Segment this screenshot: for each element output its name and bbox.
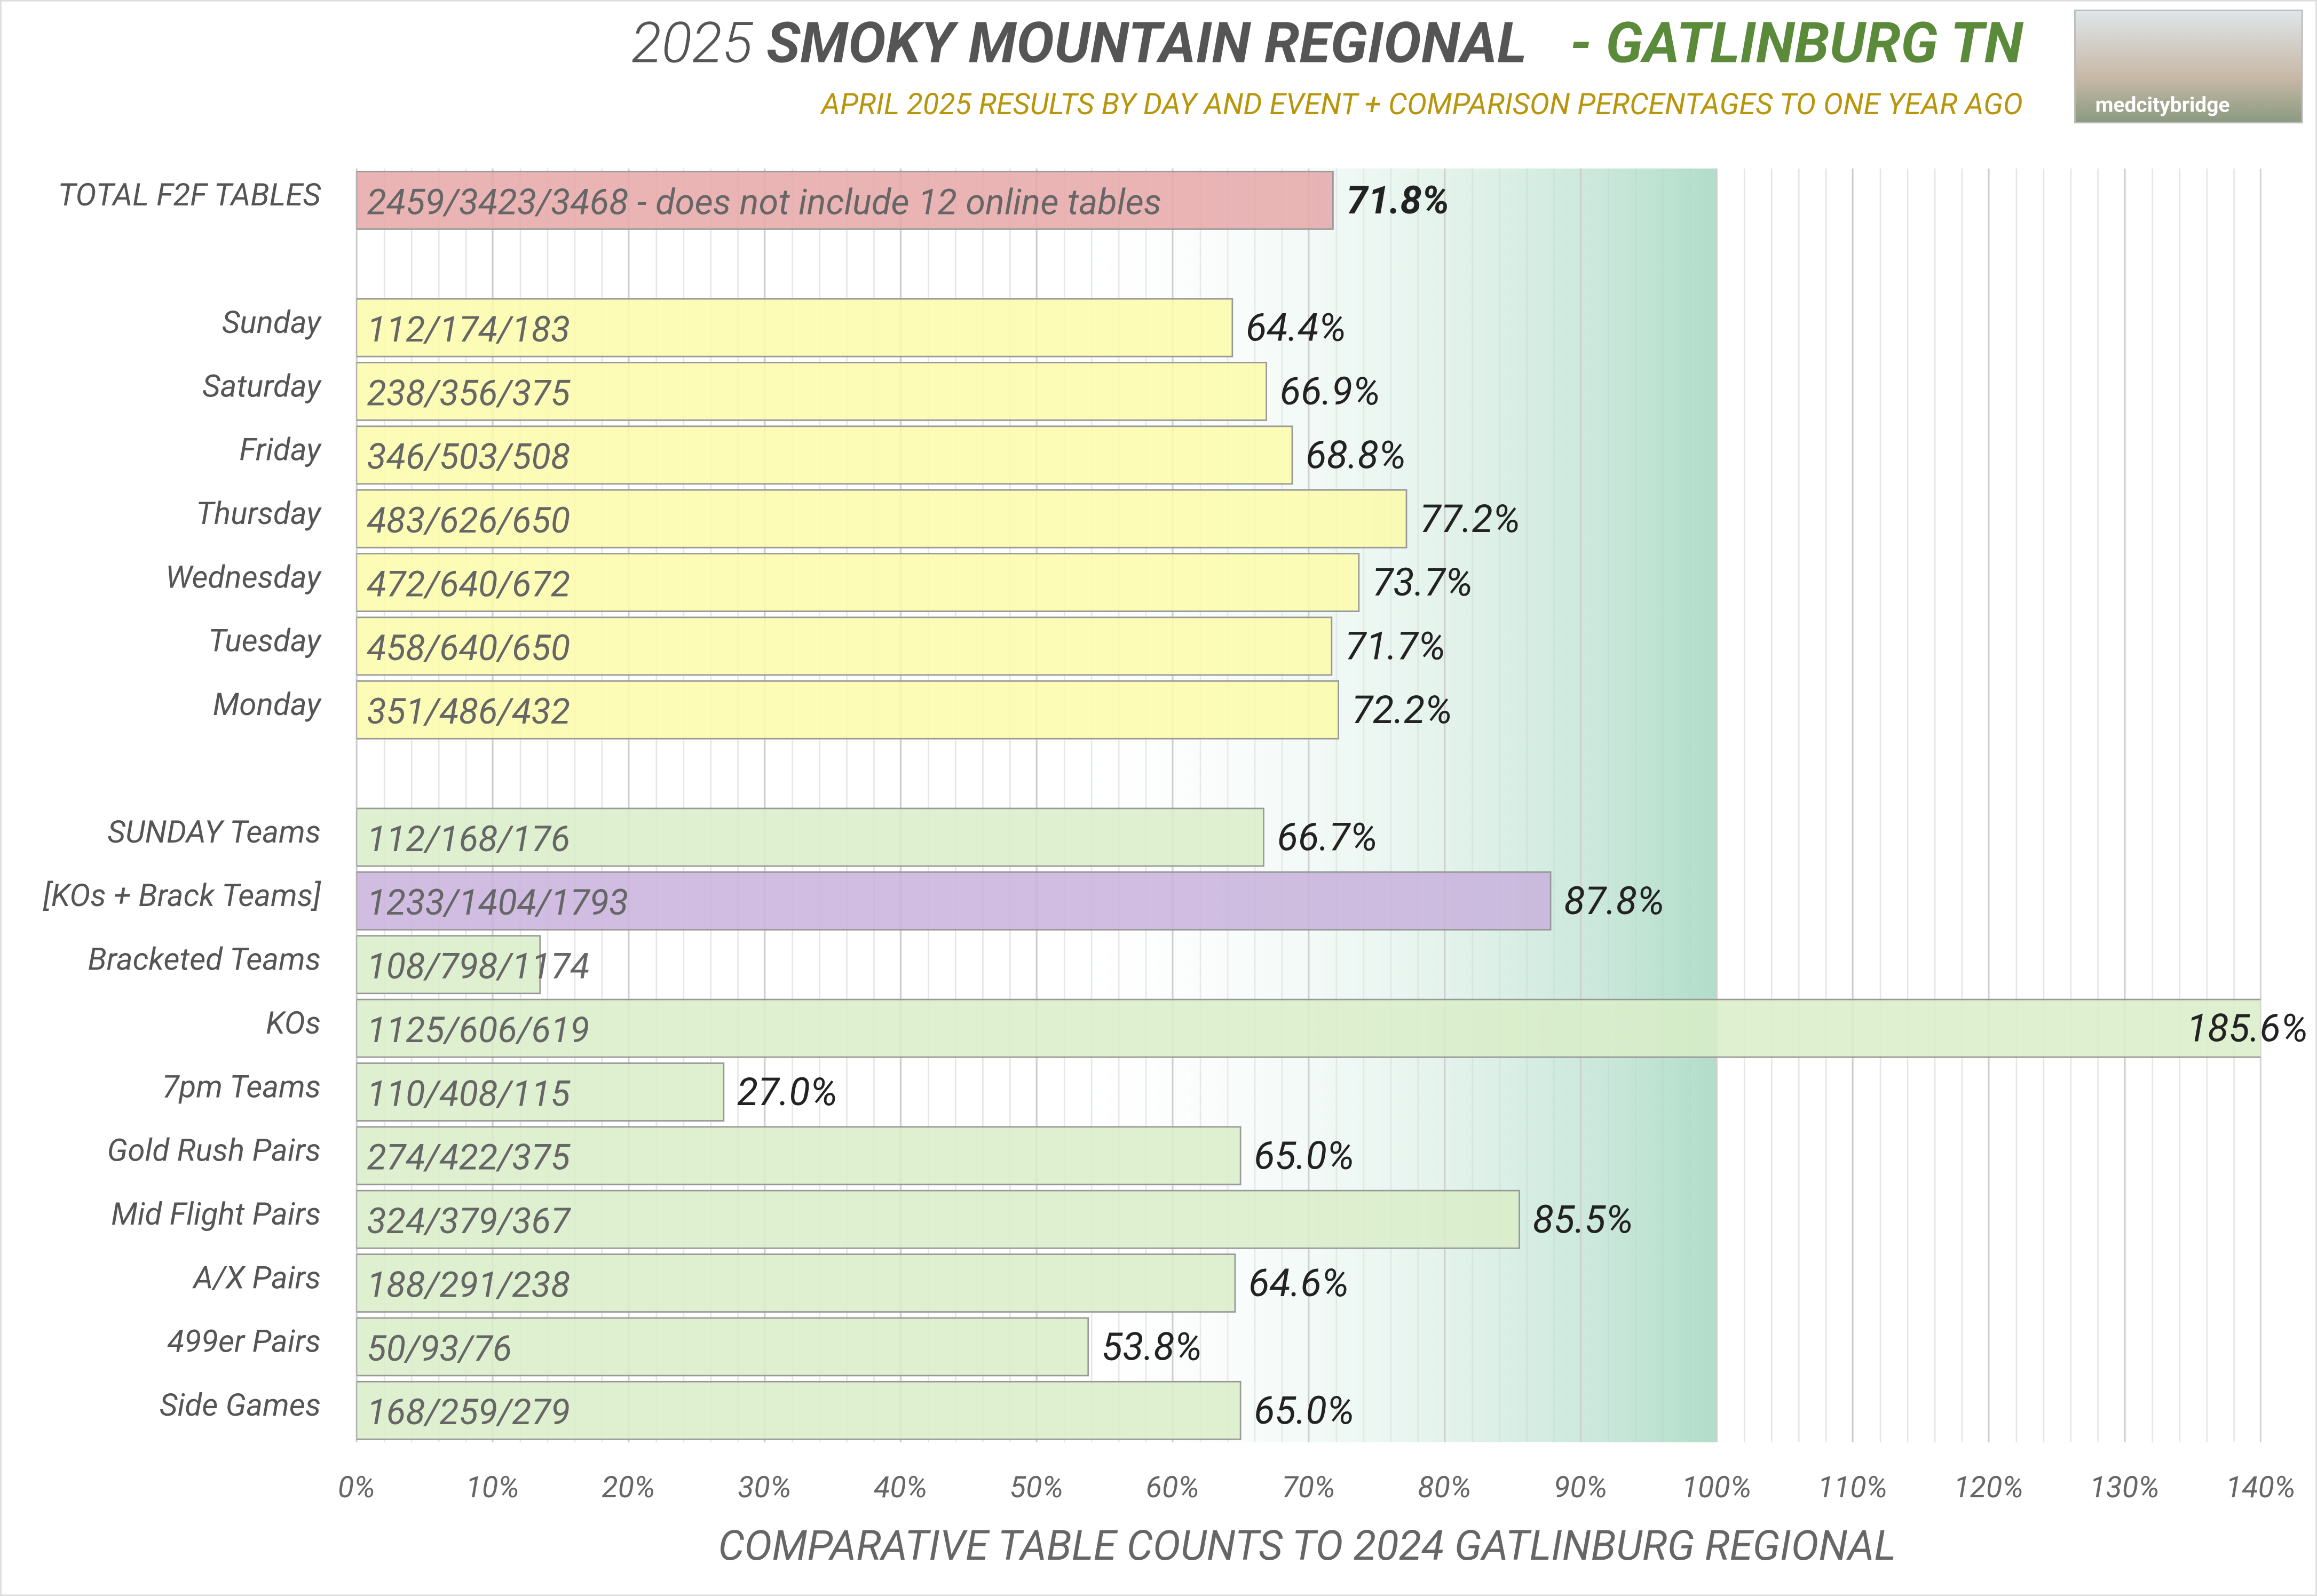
y-tick-label: Sunday bbox=[222, 305, 322, 341]
value-label: 87.8% bbox=[1564, 878, 1664, 924]
bar bbox=[356, 1253, 1236, 1313]
y-tick-label: Monday bbox=[213, 687, 322, 723]
bar bbox=[356, 1317, 1089, 1377]
x-tick-label: 10% bbox=[466, 1470, 519, 1505]
target-band bbox=[1039, 168, 1717, 1442]
bar-label: 112/168/176 bbox=[367, 819, 570, 860]
bar-label: 274/422/375 bbox=[367, 1137, 571, 1179]
bar-label: 483/626/650 bbox=[367, 500, 570, 542]
bar bbox=[356, 1062, 725, 1122]
y-tick-label: Friday bbox=[239, 432, 322, 469]
subtitle: APRIL 2025 RESULTS BY DAY AND EVENT + CO… bbox=[820, 86, 2023, 122]
bar bbox=[356, 362, 1267, 421]
bar-label: 188/291/238 bbox=[367, 1265, 570, 1306]
value-label: 66.9% bbox=[1280, 369, 1380, 414]
logo bbox=[2074, 10, 2303, 124]
x-tick-label: 140% bbox=[2226, 1470, 2296, 1505]
x-tick-label: 130% bbox=[2090, 1470, 2160, 1505]
bar bbox=[356, 871, 1552, 931]
x-tick-label: 0% bbox=[338, 1470, 375, 1505]
y-tick-label: Bracketed Teams bbox=[88, 942, 321, 978]
x-tick-label: 100% bbox=[1682, 1470, 1752, 1505]
bar-label: 351/486/432 bbox=[367, 691, 570, 733]
bar bbox=[356, 616, 1333, 676]
chart-title: 2025 SMOKY MOUNTAIN REGIONAL bbox=[631, 10, 1527, 76]
bar-label: 108/798/1174 bbox=[367, 946, 589, 988]
y-tick-label: Gold Rush Pairs bbox=[107, 1133, 321, 1169]
title-place: - GATLINBURG TN bbox=[1570, 10, 2024, 76]
value-label: 66.7% bbox=[1277, 815, 1378, 860]
value-label: 64.6% bbox=[1248, 1260, 1349, 1306]
y-tick-label: Side Games bbox=[160, 1387, 321, 1424]
bar bbox=[356, 425, 1293, 485]
x-tick-label: 90% bbox=[1554, 1470, 1607, 1505]
logo-text: medcitybridge bbox=[2095, 93, 2230, 117]
x-axis-title: COMPARATIVE TABLE COUNTS TO 2024 GATLINB… bbox=[718, 1521, 1896, 1570]
y-tick-label: Mid Flight Pairs bbox=[111, 1196, 321, 1233]
y-tick-label: Thursday bbox=[196, 496, 322, 532]
x-tick-label: 80% bbox=[1418, 1470, 1471, 1505]
bar bbox=[356, 1380, 1241, 1440]
bar-label: 346/503/508 bbox=[367, 436, 570, 478]
y-tick-label: SUNDAY Teams bbox=[107, 814, 321, 851]
bar bbox=[356, 998, 2261, 1058]
value-label: 73.7% bbox=[1372, 560, 1473, 605]
value-label: 65.0% bbox=[1254, 1388, 1354, 1433]
bar-label: 458/640/650 bbox=[367, 628, 570, 669]
bar bbox=[356, 1126, 1241, 1186]
value-label: 71.7% bbox=[1345, 624, 1445, 669]
y-tick-label: TOTAL F2F TABLES bbox=[58, 177, 321, 213]
bar bbox=[356, 807, 1264, 867]
value-label: 71.8% bbox=[1346, 178, 1449, 223]
bar-label: 1125/606/619 bbox=[367, 1010, 589, 1051]
bar bbox=[356, 298, 1233, 358]
x-tick-label: 60% bbox=[1146, 1470, 1199, 1505]
bar bbox=[356, 680, 1340, 740]
value-label: 85.5% bbox=[1533, 1197, 1633, 1242]
x-tick-label: 30% bbox=[738, 1470, 791, 1505]
bar-label: 110/408/115 bbox=[367, 1073, 571, 1115]
value-label: 68.8% bbox=[1306, 433, 1406, 478]
x-tick-label: 70% bbox=[1282, 1470, 1335, 1505]
bar bbox=[356, 1189, 1520, 1249]
y-tick-label: [KOs + Brack Teams] bbox=[43, 878, 321, 914]
value-label: 185.6% bbox=[2187, 1006, 2308, 1051]
bar bbox=[356, 553, 1360, 612]
title-name: SMOKY MOUNTAIN REGIONAL bbox=[766, 10, 1527, 76]
value-label: 64.4% bbox=[1246, 305, 1346, 351]
y-tick-label: Wednesday bbox=[165, 560, 322, 596]
value-label: 65.0% bbox=[1254, 1133, 1354, 1179]
y-tick-label: Tuesday bbox=[208, 623, 322, 660]
y-tick-label: 7pm Teams bbox=[162, 1069, 321, 1105]
bar-label: 168/259/279 bbox=[367, 1392, 570, 1433]
value-label: 72.2% bbox=[1352, 687, 1452, 733]
value-label: 53.8% bbox=[1102, 1324, 1202, 1370]
bar-label: 2459/3423/3468 - does not include 12 onl… bbox=[367, 181, 1161, 223]
bar-label: 50/93/76 bbox=[367, 1328, 512, 1370]
bar bbox=[356, 171, 1334, 230]
bar bbox=[356, 935, 541, 995]
title-year: 2025 bbox=[631, 10, 753, 76]
x-tick-label: 120% bbox=[1954, 1470, 2023, 1505]
x-tick-label: 20% bbox=[602, 1470, 655, 1505]
value-label: 77.2% bbox=[1420, 496, 1520, 542]
value-label: 27.0% bbox=[737, 1069, 837, 1115]
x-tick-label: 40% bbox=[874, 1470, 927, 1505]
y-tick-label: A/X Pairs bbox=[192, 1260, 321, 1297]
bar-label: 112/174/183 bbox=[367, 309, 570, 351]
bars bbox=[356, 171, 2261, 1440]
y-tick-label: KOs bbox=[266, 1005, 321, 1042]
y-tick-label: 499er Pairs bbox=[167, 1324, 321, 1360]
bar bbox=[356, 489, 1407, 549]
x-tick-label: 110% bbox=[1818, 1470, 1888, 1505]
bar-label: 472/640/672 bbox=[367, 564, 570, 606]
y-tick-label: Saturday bbox=[202, 368, 322, 404]
bar-label: 1233/1404/1793 bbox=[367, 882, 628, 924]
bar-label: 324/379/367 bbox=[367, 1201, 571, 1242]
bar-label: 238/356/375 bbox=[367, 372, 571, 414]
x-tick-label: 50% bbox=[1010, 1470, 1063, 1505]
